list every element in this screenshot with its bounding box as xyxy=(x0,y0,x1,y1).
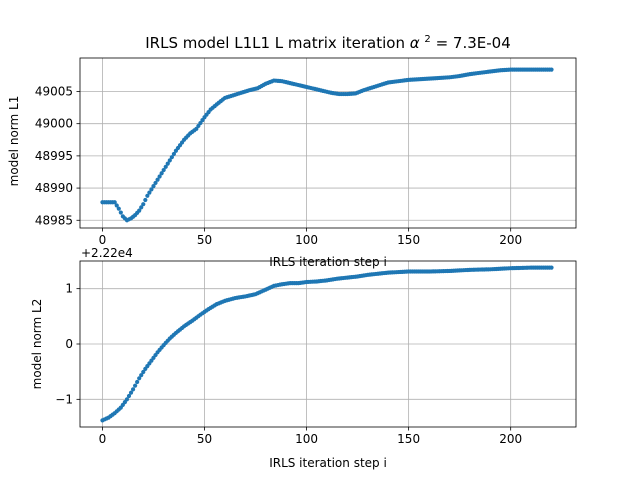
data-point xyxy=(128,390,134,395)
x-tick-label: 200 xyxy=(499,432,522,446)
x-ticks-top: 0 50 100 150 200 xyxy=(99,228,522,247)
data-point xyxy=(145,193,150,198)
x-tick-label: 150 xyxy=(397,233,420,247)
x-tick-label: 150 xyxy=(397,432,420,446)
data-point xyxy=(116,206,121,211)
x-tick-label: 0 xyxy=(99,432,107,446)
data-point xyxy=(549,67,554,72)
data-series-top xyxy=(100,67,554,223)
data-point xyxy=(137,376,142,381)
data-point xyxy=(165,161,170,166)
data-point xyxy=(124,397,130,402)
x-tick-label: 0 xyxy=(99,233,107,247)
data-point xyxy=(153,180,158,186)
data-point xyxy=(141,202,146,207)
data-point xyxy=(161,167,166,173)
data-point xyxy=(155,177,160,182)
data-point xyxy=(126,393,132,399)
y-tick-label: 48990 xyxy=(35,181,73,195)
y-tick-label: 0 xyxy=(65,337,73,351)
title-alpha: α xyxy=(410,34,420,52)
data-point xyxy=(137,208,142,213)
data-point xyxy=(133,383,138,388)
title-suffix: = 7.3E-04 xyxy=(436,34,511,52)
data-point xyxy=(157,174,162,179)
data-point xyxy=(147,190,152,195)
y-tick-label: 48985 xyxy=(35,213,73,227)
data-point xyxy=(167,158,172,163)
x-tick-label: 200 xyxy=(499,233,522,247)
y-axis-label-bottom: model norm L2 xyxy=(30,299,44,390)
x-tick-label: 50 xyxy=(197,432,212,446)
data-point xyxy=(112,200,117,205)
data-point xyxy=(141,369,146,375)
data-point xyxy=(139,205,144,210)
y-ticks-bottom: −1 0 1 xyxy=(55,282,80,406)
x-axis-label-bottom: IRLS iteration step i xyxy=(269,456,387,470)
data-point xyxy=(169,155,174,160)
data-point xyxy=(130,387,136,392)
data-series-bottom xyxy=(100,265,554,423)
title-alpha-exponent: 2 xyxy=(424,34,430,45)
y-tick-label: 1 xyxy=(65,282,73,296)
data-point xyxy=(118,210,123,215)
plot-model-norm-l1: 0 50 100 150 200 48985 48990 48995 49000 49005 I… xyxy=(7,57,577,269)
y-ticks-top: 48985 48990 48995 49000 49005 xyxy=(35,84,80,227)
title-text: IRLS model L1L1 L matrix iteration xyxy=(145,34,405,52)
data-point xyxy=(163,164,168,169)
y-tick-label: 49000 xyxy=(35,117,73,131)
data-point xyxy=(171,151,176,157)
x-tick-label: 50 xyxy=(197,233,212,247)
data-point xyxy=(149,187,154,192)
data-point xyxy=(151,184,156,189)
x-tick-label: 100 xyxy=(295,233,318,247)
y-tick-label: 48995 xyxy=(35,149,73,163)
data-point xyxy=(159,171,164,176)
data-point xyxy=(143,197,148,203)
plot-model-norm-l2: 0 50 100 150 200 −1 0 1 +2.22e4 IRLS iteration… xyxy=(30,246,577,470)
x-axis-label-top: IRLS iteration step i xyxy=(269,255,387,269)
axes-frame-top xyxy=(79,57,577,229)
chart-title: IRLS model L1L1 L matrix iteration α 2 =… xyxy=(145,28,510,52)
data-point xyxy=(135,379,140,385)
data-point xyxy=(139,373,144,378)
x-ticks-bottom: 0 50 100 150 200 xyxy=(99,427,522,446)
data-point xyxy=(114,203,119,208)
y-axis-label-top: model norm L1 xyxy=(7,96,21,187)
y-offset-label: +2.22e4 xyxy=(81,246,133,260)
y-tick-label: 49005 xyxy=(35,84,73,98)
data-point xyxy=(549,265,554,270)
x-tick-label: 100 xyxy=(295,432,318,446)
y-tick-label: −1 xyxy=(55,392,73,406)
